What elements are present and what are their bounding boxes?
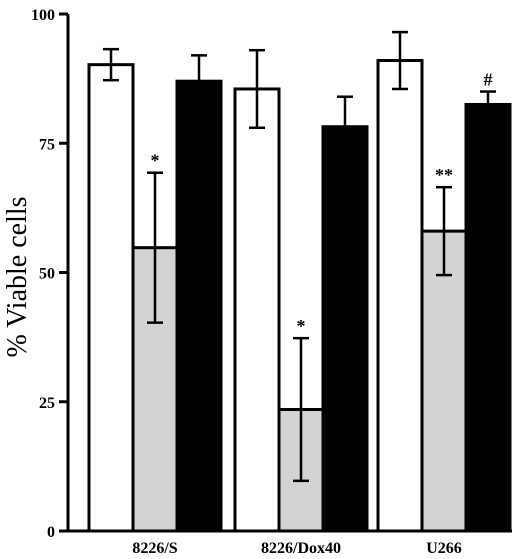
bar <box>376 59 424 533</box>
error-bar <box>293 336 309 483</box>
error-bar <box>337 95 353 158</box>
x-axis: 8226/S 8226/Dox40 U266 <box>68 529 512 557</box>
x-category-label: 8226/S <box>132 540 177 557</box>
y-axis: 0 25 50 75 100 <box>31 7 70 541</box>
error-bar <box>480 90 496 119</box>
error-bar <box>249 48 265 129</box>
error-bar <box>103 47 119 82</box>
error-bar <box>392 30 408 91</box>
x-category-label: 8226/Dox40 <box>261 540 341 557</box>
bar <box>87 63 135 533</box>
significance-marker: * <box>151 151 160 171</box>
error-bar <box>436 185 452 277</box>
bar <box>321 125 369 533</box>
error-bars <box>103 30 496 483</box>
error-bar <box>191 54 207 109</box>
y-tick-label: 50 <box>39 266 55 283</box>
bar <box>233 87 281 533</box>
significance-annotations: ****# <box>151 70 493 337</box>
y-tick-label: 100 <box>31 7 55 24</box>
significance-marker: ** <box>435 165 453 185</box>
significance-marker: # <box>484 70 493 90</box>
y-tick-label: 25 <box>39 395 55 412</box>
bar <box>464 102 512 533</box>
bars <box>87 59 512 533</box>
x-category-label: U266 <box>426 540 462 557</box>
y-axis-label: % Viable cells <box>2 196 33 357</box>
y-tick-label: 0 <box>47 524 55 541</box>
significance-marker: * <box>297 316 306 336</box>
error-bar <box>147 171 163 324</box>
y-tick-label: 75 <box>39 136 55 153</box>
bar <box>175 79 223 533</box>
